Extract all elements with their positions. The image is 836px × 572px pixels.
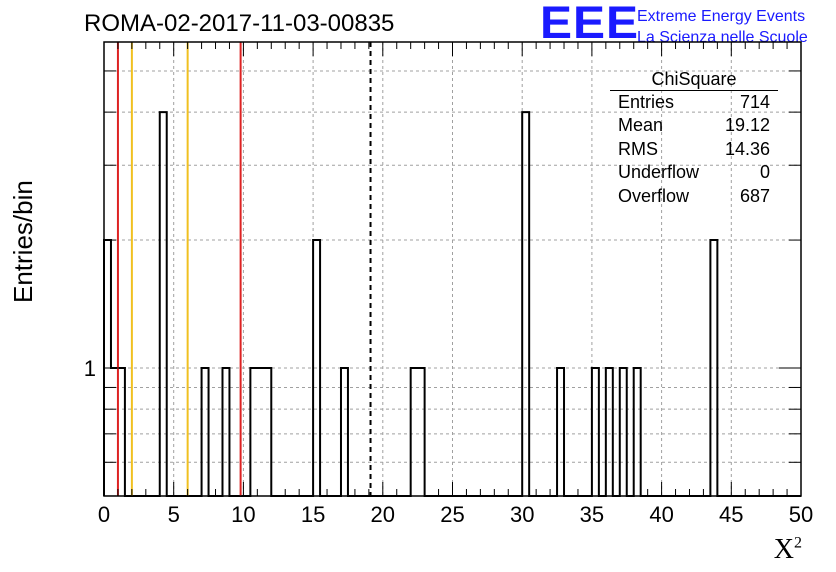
x-tick-label: 25 [440,502,464,527]
stats-title: ChiSquare [610,70,778,91]
x-axis-label: X2 [774,534,802,566]
x-axis-label-text: X [773,534,794,565]
chart-title: ROMA-02-2017-11-03-00835 [84,10,395,37]
stats-label: Mean [618,115,664,136]
x-tick-label: 30 [510,502,534,527]
stats-label: RMS [618,138,658,159]
x-tick-label: 45 [719,502,743,527]
stats-row: Underflow 0 [610,161,778,184]
stats-value: 14.36 [724,138,770,159]
tick-labels: 0 5 10 15 20 25 30 35 40 45 50 1 [84,356,813,527]
axis-ticks [103,42,802,497]
stats-value: 0 [759,162,770,183]
logo-line-1: Extreme Energy Events [637,8,806,25]
stats-row: Mean 19.12 [610,114,778,137]
logo-mark: EEE [540,0,640,49]
x-tick-label: 20 [371,502,395,527]
stats-row: RMS 14.36 [610,138,778,161]
stats-label: Overflow [618,185,690,206]
y-tick-label: 1 [84,356,96,381]
stats-value: 19.12 [724,115,770,136]
x-axis-label-superscript: 2 [794,534,802,552]
x-tick-label: 0 [98,502,110,527]
stats-value: 714 [739,92,770,112]
histogram-bar [522,112,529,496]
stats-row: Overflow 687 [610,185,778,208]
x-tick-label: 50 [789,502,813,527]
stats-value: 687 [739,185,770,206]
x-tick-label: 10 [231,502,255,527]
stats-row: Entries 714 [610,91,778,114]
stats-rows: Entries 714 Mean 19.12 RMS 14.36 Underflow 0 Ove… [610,91,778,208]
x-tick-label: 15 [301,502,325,527]
stats-label: Underflow [618,162,700,183]
stats-label: Entries [618,92,675,112]
stats-box: ChiSquare Entries 714 Mean 19.12 RMS 14.36 Und… [610,70,778,208]
marker-lines [116,42,372,496]
x-tick-label: 35 [580,502,604,527]
x-tick-label: 40 [649,502,673,527]
x-tick-label: 5 [168,502,180,527]
histogram-bar [160,112,167,496]
